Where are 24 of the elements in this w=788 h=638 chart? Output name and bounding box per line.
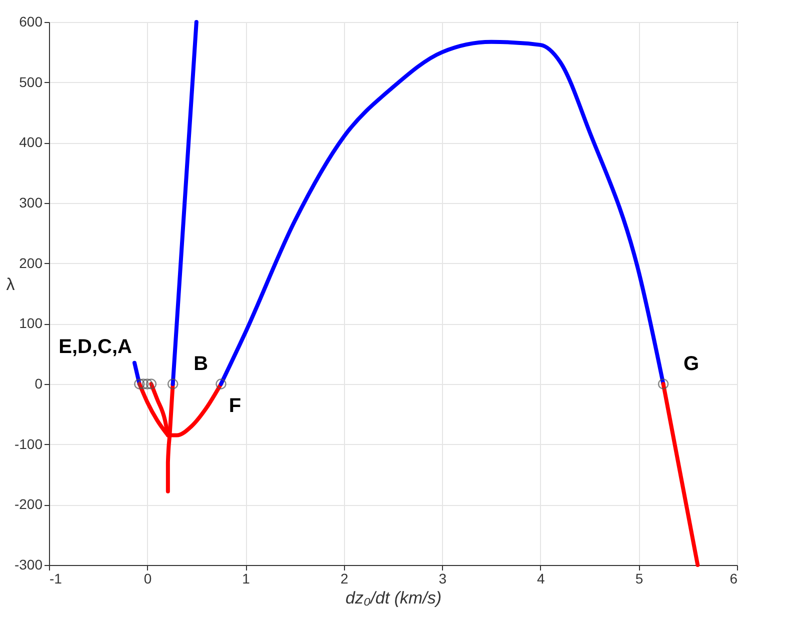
y-tick-label: 500: [19, 74, 43, 90]
y-tick-label: 400: [19, 134, 43, 150]
y-tick-label: -300: [14, 556, 43, 572]
y-tick-label: 0: [34, 376, 43, 392]
x-tick-label: 1: [242, 570, 250, 586]
y-tick-label: -100: [14, 436, 43, 452]
x-tick-label: -1: [50, 570, 62, 586]
x-tick-label: 6: [730, 570, 738, 586]
annotation: G: [684, 353, 700, 375]
annotation: F: [228, 395, 242, 417]
x-tick-label: 3: [438, 570, 447, 586]
y-tick-label: -200: [14, 496, 43, 512]
annotation: B: [194, 353, 208, 375]
x-tick-label: 5: [635, 570, 644, 586]
y-tick-label: 100: [19, 315, 43, 332]
y-axis-title: λ: [6, 275, 16, 294]
x-tick-label: 4: [537, 570, 546, 586]
x-tick-label: 0: [144, 570, 152, 586]
y-tick-label: 300: [19, 194, 43, 210]
x-tick-label: 2: [340, 570, 348, 586]
annotation: E,D,C,A: [58, 336, 132, 358]
y-tick-label: 600: [19, 14, 43, 30]
x-axis-title: dz₀/dt (km/s): [346, 588, 442, 608]
y-tick-label: 200: [19, 254, 43, 271]
